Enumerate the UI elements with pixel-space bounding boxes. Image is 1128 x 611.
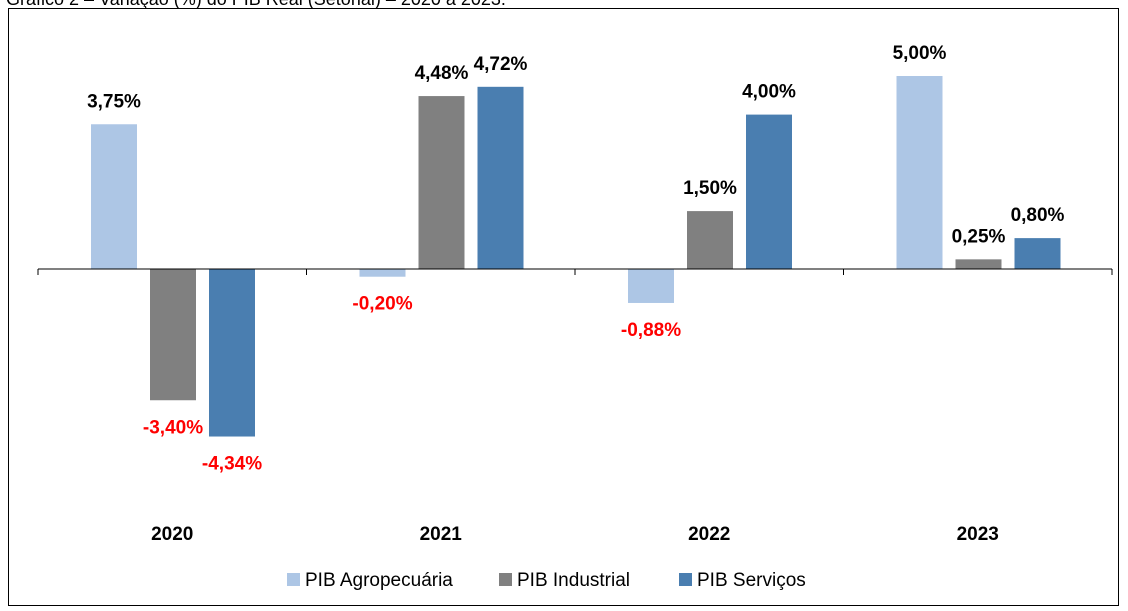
data-label: 0,80% <box>1011 205 1065 226</box>
bar <box>209 269 255 437</box>
chart-title: Gráfico 2 – Variação (%) do PIB Real (Se… <box>6 0 506 9</box>
data-label: -3,40% <box>143 417 203 438</box>
data-label: 4,72% <box>474 54 528 75</box>
data-label: -4,34% <box>202 454 262 475</box>
bar <box>477 86 524 269</box>
data-label: -0,88% <box>621 320 681 341</box>
x-tick-label: 2022 <box>688 524 730 545</box>
chart-border <box>8 8 1119 606</box>
legend-swatch <box>499 573 512 586</box>
x-tick-label: 2023 <box>957 524 999 545</box>
x-tick-label: 2021 <box>420 524 463 545</box>
data-label: 4,48% <box>415 63 469 84</box>
bar <box>1014 238 1061 269</box>
legend-swatch <box>679 573 692 586</box>
bar <box>628 269 674 303</box>
bar <box>418 96 465 270</box>
bar <box>687 211 733 269</box>
bar <box>91 124 137 269</box>
legend-label: PIB Serviços <box>697 570 806 591</box>
data-label: 5,00% <box>893 43 947 64</box>
bar <box>150 269 196 401</box>
legend-label: PIB Agropecuária <box>305 570 453 591</box>
bar <box>955 259 1002 269</box>
data-label: -0,20% <box>352 294 412 315</box>
data-label: 0,25% <box>952 226 1006 247</box>
x-tick-label: 2020 <box>151 524 193 545</box>
legend-swatch <box>287 573 300 586</box>
bar <box>896 76 943 269</box>
bar <box>746 114 792 269</box>
data-label: 4,00% <box>742 82 796 103</box>
data-label: 1,50% <box>683 178 737 199</box>
bar <box>359 269 406 277</box>
legend-label: PIB Industrial <box>517 570 630 591</box>
data-label: 3,75% <box>87 91 141 112</box>
